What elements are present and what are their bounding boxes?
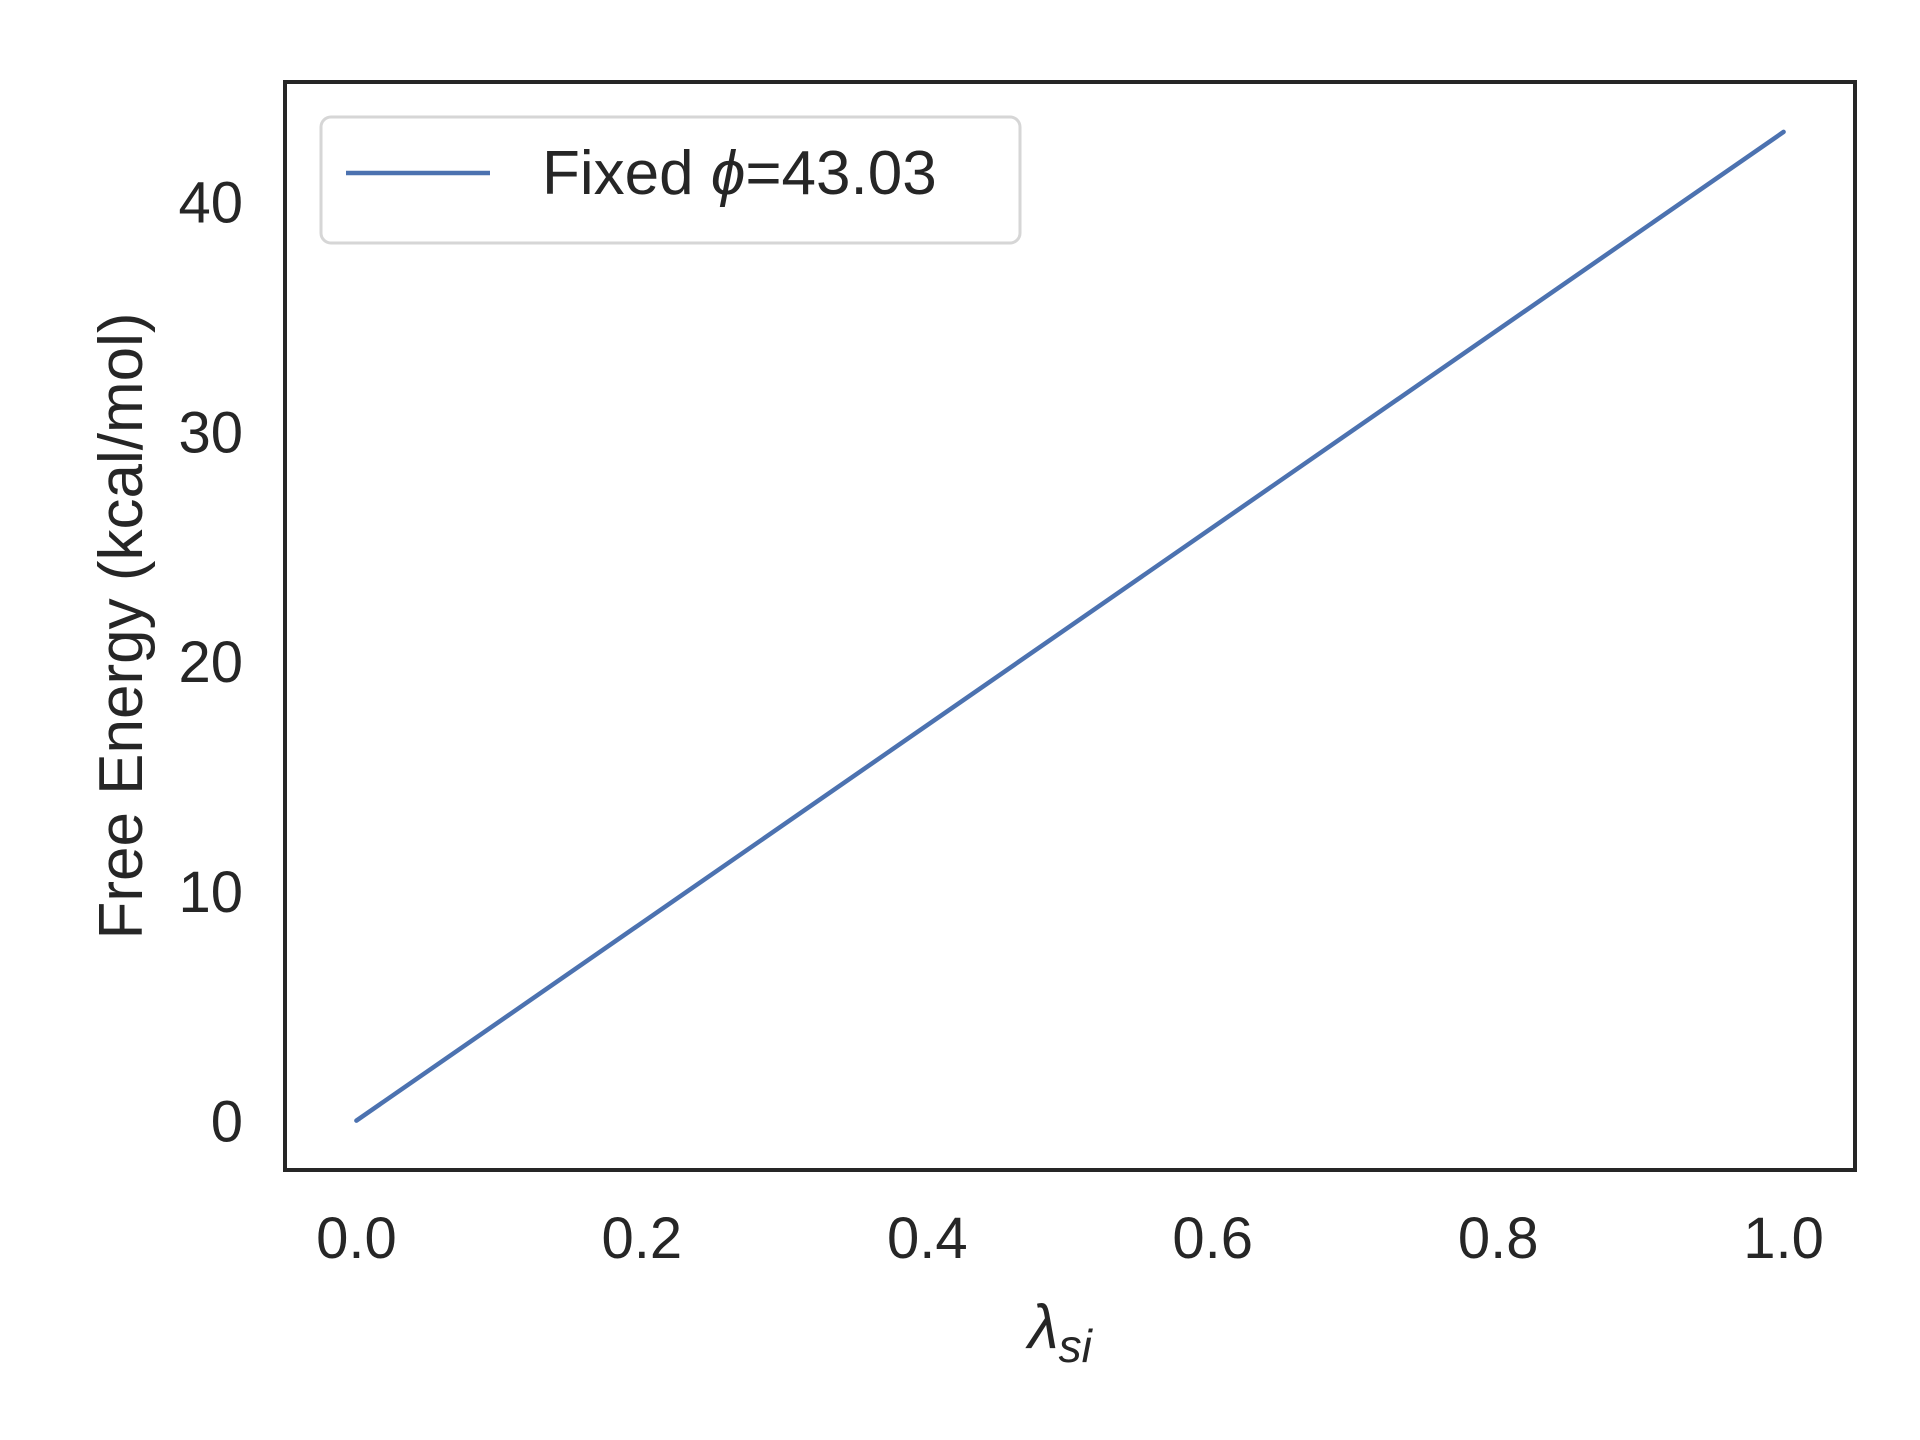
y-tick-labels: 0 10 20 30 40: [178, 171, 243, 1155]
y-tick-label: 10: [178, 860, 243, 925]
y-tick-label: 20: [178, 630, 243, 695]
x-tick-label: 0.8: [1458, 1206, 1539, 1271]
y-tick-label: 30: [178, 400, 243, 465]
x-tick-labels: 0.0 0.2 0.4 0.6 0.8 1.0: [316, 1206, 1824, 1271]
x-tick-label: 0.2: [601, 1206, 682, 1271]
legend-box: [319, 115, 1022, 245]
x-tick-label: 0.4: [887, 1206, 968, 1271]
legend-label: Fixed ϕ=43.03: [542, 139, 937, 208]
series-layer: [354, 129, 1786, 1123]
y-tick-label: 40: [178, 171, 243, 236]
y-tick-label: 0: [211, 1090, 243, 1155]
series-line-0: [354, 129, 1786, 1123]
x-tick-label: 1.0: [1743, 1206, 1824, 1271]
y-axis-label: Free Energy (kcal/mol): [87, 312, 156, 939]
x-tick-label: 0.0: [316, 1206, 397, 1271]
legend: Fixed ϕ=43.03: [319, 115, 1022, 245]
x-axis-label: λsi: [1025, 1293, 1094, 1372]
x-tick-label: 0.6: [1172, 1206, 1253, 1271]
